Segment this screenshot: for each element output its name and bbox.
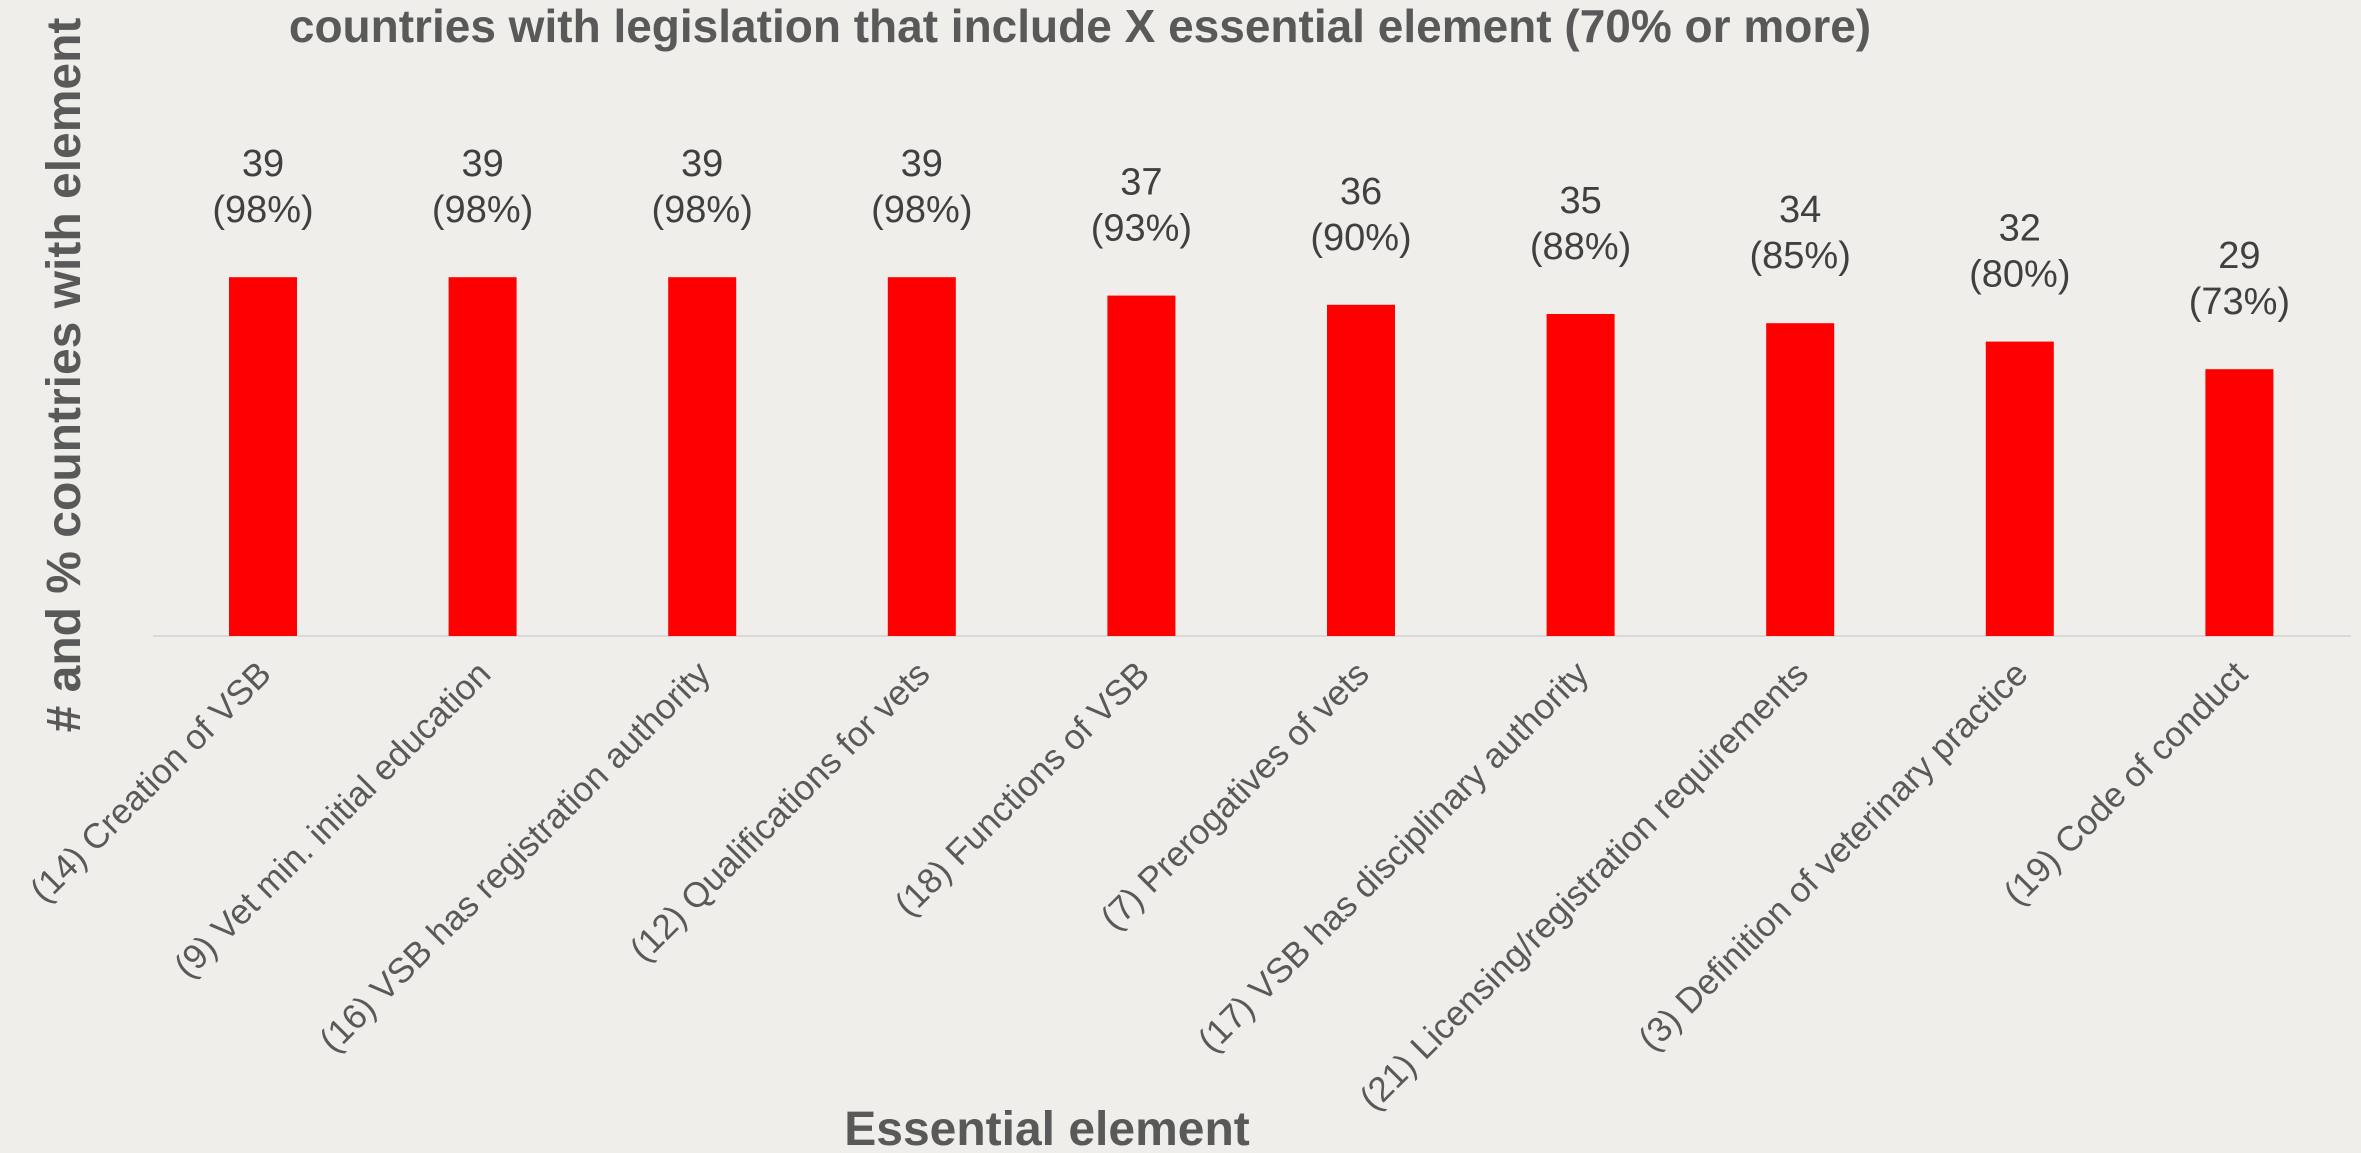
data-label-percent: (98%): [432, 189, 533, 231]
data-label-value: 35: [1559, 180, 1601, 222]
category-label: (3) Definition of veterinary practice: [1631, 654, 2035, 1058]
category-label: (17) VSB has disciplinary authority: [1190, 654, 1596, 1060]
data-label-percent: (85%): [1750, 235, 1851, 277]
data-label-percent: (80%): [1969, 254, 2070, 296]
data-label-percent: (98%): [871, 189, 972, 231]
data-label-percent: (73%): [2189, 281, 2290, 323]
data-label-value: 37: [1120, 162, 1162, 204]
data-label-percent: (98%): [212, 189, 313, 231]
x-axis-title: Essential element: [844, 1103, 1250, 1153]
bars-group: [229, 277, 2274, 636]
category-labels-group: (14) Creation of VSB(9) Vet min. initial…: [23, 654, 2256, 1118]
chart-title: countries with legislation that include …: [289, 0, 1871, 52]
category-label: (21) Licensing/registration requirements: [1352, 654, 1816, 1118]
bar-2: [448, 277, 517, 636]
data-label-value: 29: [2218, 235, 2260, 277]
data-label-value: 39: [242, 143, 284, 185]
data-label-percent: (88%): [1530, 226, 1631, 268]
bar-8: [1766, 323, 1835, 636]
data-label-value: 34: [1779, 189, 1821, 231]
data-label-value: 39: [901, 143, 943, 185]
bar-5: [1107, 295, 1176, 636]
data-labels-group: 39(98%)39(98%)39(98%)39(98%)37(93%)36(90…: [212, 143, 2290, 323]
category-label: (16) VSB has registration authority: [312, 654, 718, 1060]
category-label: (19) Code of conduct: [1996, 654, 2255, 913]
data-label-percent: (93%): [1091, 208, 1192, 250]
bar-10: [2205, 369, 2274, 636]
y-axis-title: # and % countries with element: [38, 18, 91, 733]
bar-1: [229, 277, 297, 636]
data-label-percent: (98%): [652, 189, 753, 231]
data-label-value: 32: [1999, 208, 2041, 250]
bar-9: [1985, 341, 2054, 636]
data-label-value: 39: [461, 143, 503, 185]
bar-4: [887, 277, 956, 636]
bar-7: [1546, 314, 1615, 636]
data-label-value: 36: [1340, 171, 1382, 213]
data-label-percent: (90%): [1310, 217, 1411, 259]
category-label: (18) Functions of VSB: [887, 654, 1157, 924]
bar-3: [668, 277, 737, 636]
bar-6: [1327, 304, 1395, 636]
data-label-value: 39: [681, 143, 723, 185]
